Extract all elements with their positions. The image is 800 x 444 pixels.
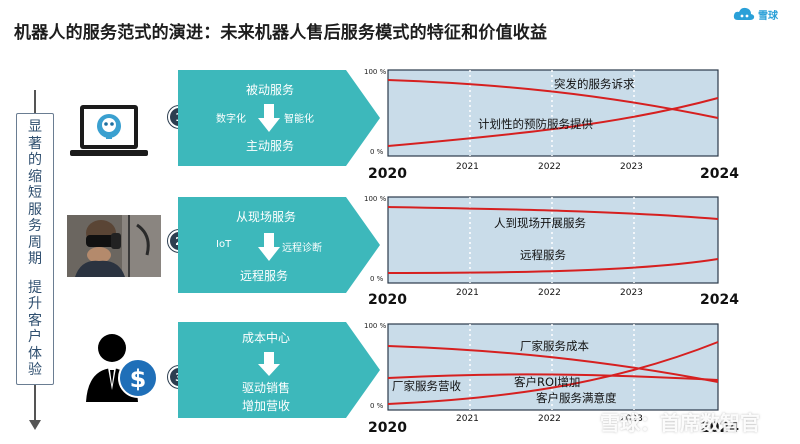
businessman-dollar-image: $ — [84, 330, 164, 405]
panel3-top-label: 成本中心 — [242, 331, 291, 345]
panel1-left-label: 数字化 — [216, 114, 246, 125]
brand-logo: 雪球 — [733, 6, 778, 22]
curve-service-cost — [387, 345, 719, 383]
y-bottom-label: 0 % — [370, 402, 384, 410]
trend-chart-1: 100 % 0 % 突发的服务诉求 计划性的预防服务提供 — [364, 66, 722, 166]
down-arrow-icon — [258, 352, 280, 376]
laptop-robot-image — [68, 103, 150, 161]
panel1-top-label: 被动服务 — [246, 83, 295, 97]
year-end-3: 2024 — [700, 420, 739, 436]
panel2-top-label: 从现场服务 — [236, 210, 297, 224]
year-2023-3: 2023 — [620, 414, 643, 424]
curve-planned-prevention — [387, 97, 719, 147]
side-text-customer-experience: 提升客户体验 — [28, 279, 42, 379]
timeline-arrow-icon — [29, 420, 41, 430]
logo-text: 雪球 — [758, 10, 778, 22]
y-bottom-label: 0 % — [370, 148, 384, 156]
panel2-bottom-label: 远程服务 — [240, 269, 289, 283]
panel2-right-label: 远程诊断 — [282, 243, 322, 254]
trend-chart-3: 100 % 0 % 厂家服务成本 厂家服务营收 客户ROI增加 客户服务满意度 — [364, 320, 722, 420]
year-2022-2: 2022 — [538, 288, 561, 298]
vr-headset-photo — [67, 215, 161, 277]
panel1-bottom-label: 主动服务 — [246, 139, 295, 153]
year-2023-1: 2023 — [620, 162, 643, 172]
y-top-label: 100 % — [364, 68, 387, 76]
chart3-label-c: 客户ROI增加 — [514, 375, 581, 389]
chart1-label-a: 突发的服务诉求 — [554, 77, 635, 91]
chart2-label-b: 远程服务 — [520, 248, 566, 262]
side-text-shorten-cycle: 显著的缩短服务周期 — [28, 119, 42, 268]
y-top-label: 100 % — [364, 322, 387, 330]
y-top-label: 100 % — [364, 195, 387, 203]
cloud-logo-icon — [733, 7, 755, 20]
year-end-2: 2024 — [700, 292, 739, 308]
laptop-robot-icon — [70, 105, 148, 156]
chart1-label-b: 计划性的预防服务提供 — [478, 117, 593, 131]
year-end-1: 2024 — [700, 166, 739, 182]
year-2021-1: 2021 — [456, 162, 479, 172]
year-2022-3: 2022 — [538, 414, 561, 424]
year-2023-2: 2023 — [620, 288, 643, 298]
chart2-label-a: 人到现场开展服务 — [494, 216, 586, 230]
year-start-1: 2020 — [368, 166, 407, 182]
chart3-label-d: 客户服务满意度 — [536, 391, 617, 405]
page-title: 机器人的服务范式的演进：未来机器人售后服务模式的特征和价值收益 — [14, 23, 548, 43]
trend-chart-2: 100 % 0 % 人到现场开展服务 远程服务 — [364, 193, 722, 293]
down-arrow-icon — [258, 233, 280, 261]
transition-panel-1: 被动服务 数字化 智能化 主动服务 — [178, 70, 380, 166]
panel2-left-label: IoT — [216, 239, 232, 250]
panel3-bottom-label-2: 增加营收 — [242, 399, 291, 413]
watermark-text: 雪球：首席数智官 — [600, 411, 760, 435]
curve-onsite-service — [387, 206, 719, 220]
year-2021-3: 2021 — [456, 414, 479, 424]
chart3-label-a: 厂家服务成本 — [520, 339, 589, 353]
year-start-3: 2020 — [368, 420, 407, 436]
year-start-2: 2020 — [368, 292, 407, 308]
down-arrow-icon — [258, 104, 280, 132]
curve-service-revenue — [387, 341, 719, 405]
curve-customer-roi — [387, 373, 719, 381]
year-2022-1: 2022 — [538, 162, 561, 172]
panel1-right-label: 智能化 — [284, 114, 314, 125]
year-2021-2: 2021 — [456, 288, 479, 298]
side-summary-box: 显著的缩短服务周期 提升客户体验 — [16, 113, 54, 385]
curve-remote-service — [387, 258, 719, 274]
chart3-label-b: 厂家服务营收 — [392, 379, 461, 393]
businessman-dollar-icon: $ — [86, 334, 158, 402]
panel3-bottom-label-1: 驱动销售 — [242, 381, 291, 395]
y-bottom-label: 0 % — [370, 275, 384, 283]
transition-panel-2: 从现场服务 IoT 远程诊断 远程服务 — [178, 197, 380, 293]
svg-text:$: $ — [130, 365, 147, 393]
transition-panel-3: 成本中心 驱动销售 增加营收 — [178, 322, 380, 418]
